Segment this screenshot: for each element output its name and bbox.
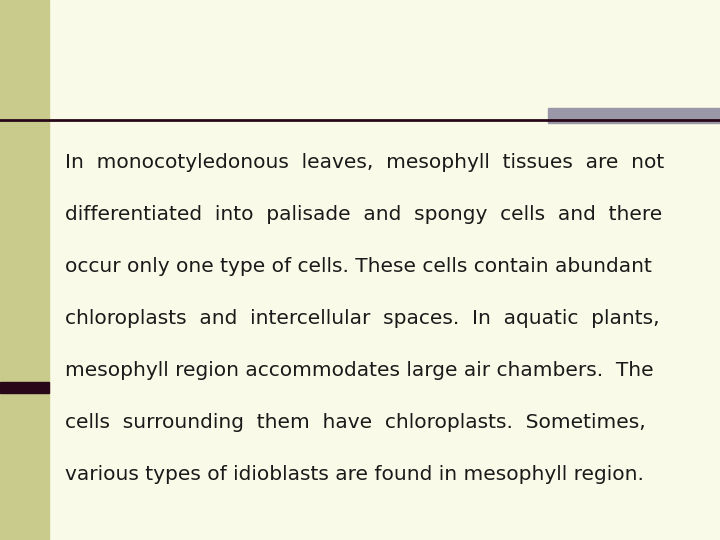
Text: mesophyll region accommodates large air chambers.  The: mesophyll region accommodates large air …: [65, 361, 654, 380]
Bar: [0, 382, 49, 393]
Bar: [548, 108, 720, 123]
Text: cells  surrounding  them  have  chloroplasts.  Sometimes,: cells surrounding them have chloroplasts…: [65, 413, 646, 431]
Text: occur only one type of cells. These cells contain abundant: occur only one type of cells. These cell…: [65, 256, 652, 275]
Text: chloroplasts  and  intercellular  spaces.  In  aquatic  plants,: chloroplasts and intercellular spaces. I…: [65, 308, 660, 327]
Bar: [0, 0, 49, 540]
Text: differentiated  into  palisade  and  spongy  cells  and  there: differentiated into palisade and spongy …: [65, 205, 662, 224]
Text: various types of idioblasts are found in mesophyll region.: various types of idioblasts are found in…: [65, 464, 644, 483]
Text: In  monocotyledonous  leaves,  mesophyll  tissues  are  not: In monocotyledonous leaves, mesophyll ti…: [65, 152, 665, 172]
